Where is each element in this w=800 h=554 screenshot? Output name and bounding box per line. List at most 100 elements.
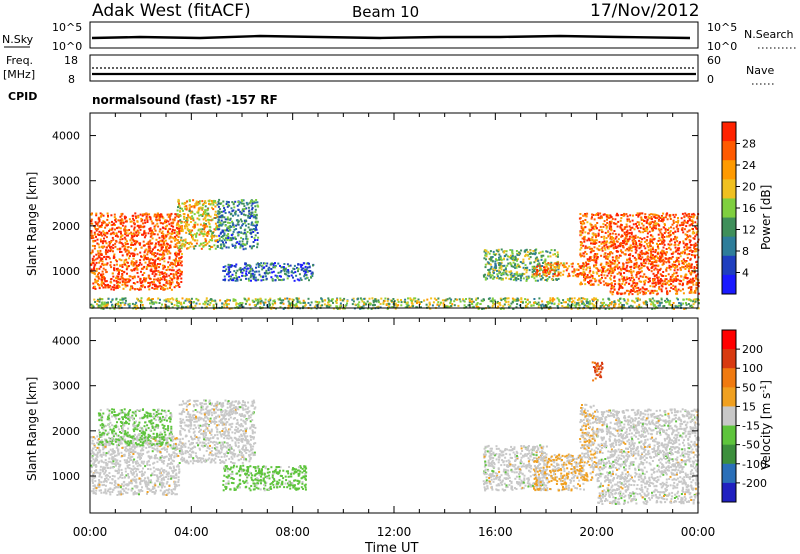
data-cell [686, 248, 689, 251]
data-cell [161, 246, 164, 249]
data-cell [509, 249, 512, 251]
data-cell [674, 246, 677, 249]
data-cell [675, 292, 677, 295]
data-cell [636, 290, 639, 293]
data-cell [650, 227, 653, 230]
data-cell [442, 302, 445, 305]
data-cell [616, 212, 619, 215]
data-cell [609, 263, 612, 266]
data-cell [205, 305, 208, 308]
data-cell [246, 238, 249, 240]
data-cell [610, 229, 613, 232]
data-cell [166, 287, 169, 290]
data-cell [96, 238, 99, 241]
data-cell [539, 251, 542, 254]
data-cell [288, 297, 291, 300]
data-cell [231, 210, 234, 213]
data-cell [644, 215, 646, 218]
data-cell [396, 298, 399, 301]
data-cell [286, 277, 289, 280]
data-cell [677, 249, 680, 252]
data-cell [92, 287, 95, 290]
data-cell [632, 235, 635, 238]
data-cell [172, 269, 175, 272]
data-cell [660, 234, 663, 237]
freq-tick-bottom: 8 [68, 73, 75, 86]
data-cell [674, 264, 677, 267]
data-cell [595, 279, 598, 282]
data-cell [690, 249, 692, 252]
data-cell [132, 257, 135, 260]
data-cell [623, 212, 626, 215]
data-cell [250, 247, 253, 250]
data-cell [242, 223, 245, 225]
data-cell [174, 259, 176, 262]
data-cell [588, 238, 591, 241]
data-cell [193, 206, 196, 209]
data-cell [178, 232, 181, 235]
data-cell [520, 249, 523, 252]
data-cell [590, 238, 593, 241]
data-cell [177, 300, 180, 303]
data-cell [419, 302, 421, 305]
data-cell [135, 301, 138, 304]
data-cell [195, 234, 198, 237]
data-cell [538, 252, 541, 255]
data-cell [540, 306, 543, 309]
data-cell [253, 213, 256, 216]
data-cell [637, 214, 640, 216]
data-cell [676, 240, 679, 243]
data-cell [176, 242, 179, 245]
data-cell [193, 213, 196, 216]
data-cell [450, 298, 453, 301]
data-cell [304, 270, 307, 273]
data-cell [253, 270, 256, 273]
data-cell [586, 276, 589, 279]
data-cell [139, 287, 142, 290]
data-cell [145, 215, 148, 218]
data-cell [90, 234, 93, 237]
data-cell [242, 269, 245, 272]
data-cell [622, 240, 624, 242]
data-cell [300, 265, 303, 268]
data-cell [225, 234, 228, 237]
data-cell [222, 237, 225, 240]
data-cell [579, 241, 582, 243]
data-cell [235, 278, 238, 280]
data-cell [135, 231, 138, 234]
data-cell [647, 215, 650, 218]
data-cell [660, 288, 663, 291]
data-cell [496, 275, 499, 278]
data-cell [686, 230, 689, 233]
data-cell [588, 271, 591, 274]
data-cell [204, 200, 207, 203]
data-cell [688, 238, 691, 241]
data-cell [653, 221, 656, 224]
data-cell [660, 232, 663, 235]
data-cell [206, 242, 209, 245]
data-cell [672, 227, 675, 230]
data-cell [647, 222, 650, 225]
data-cell [513, 264, 516, 267]
data-cell [168, 256, 171, 259]
data-cell [582, 227, 585, 230]
data-cell [232, 237, 235, 240]
data-cell [139, 213, 142, 216]
data-cell [579, 253, 582, 256]
data-cell [194, 203, 197, 206]
data-cell [668, 234, 670, 237]
data-cell [672, 231, 675, 234]
data-cell [566, 298, 569, 301]
data-cell [642, 293, 645, 296]
data-cell [128, 229, 131, 231]
data-cell [580, 297, 583, 300]
data-cell [409, 298, 412, 301]
data-cell [523, 268, 526, 271]
data-cell [178, 268, 181, 271]
power-data [90, 198, 700, 310]
data-cell [273, 299, 276, 302]
data-cell [641, 256, 644, 259]
data-cell [253, 304, 256, 306]
data-cell [93, 267, 95, 270]
data-cell [436, 303, 439, 306]
